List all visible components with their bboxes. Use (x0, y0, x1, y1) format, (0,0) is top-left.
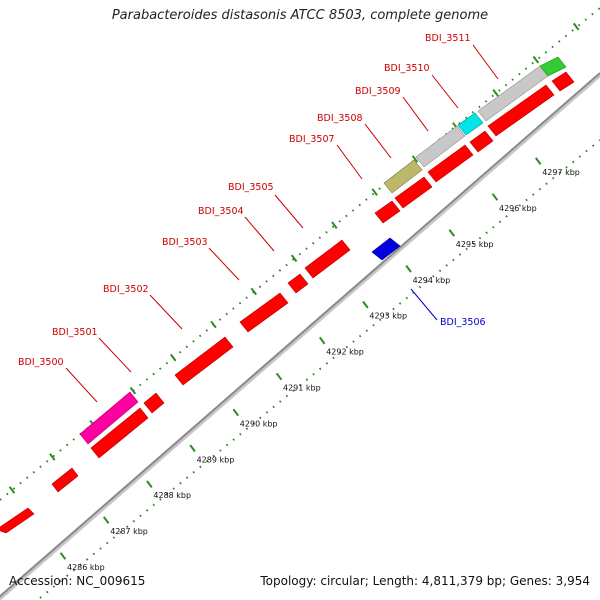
gene-arrow[interactable] (374, 200, 401, 224)
scale-tick (491, 193, 499, 201)
gene-arrow[interactable] (539, 56, 567, 77)
gene-arrow[interactable] (469, 130, 494, 153)
outer-track-tick (331, 221, 338, 229)
gene-label[interactable]: BDI_3502 (103, 284, 149, 295)
gene-arrow[interactable] (239, 292, 289, 333)
leader-line (149, 294, 183, 330)
gene-arrow[interactable] (551, 71, 575, 92)
outer-track-tick (250, 287, 258, 296)
scale-tick-label: 4286 kbp (67, 563, 105, 572)
gene-arrow[interactable] (371, 237, 401, 261)
label-leaders (65, 44, 499, 403)
scale-tick-label: 4294 kbp (413, 276, 451, 285)
scale-tick-labels: 4286 kbp 4287 kbp 4288 kbp 4289 kbp 4290 kbp… (67, 168, 580, 572)
scale-ticks (59, 157, 542, 560)
scale-tick-label: 4292 kbp (326, 348, 364, 357)
gene-arrow[interactable] (287, 273, 309, 294)
gene-labels: BDI_3500 BDI_3501 BDI_3502 BDI_3503 BDI_… (18, 33, 486, 368)
scale-tick (146, 480, 153, 488)
scale-tick-label: 4288 kbp (153, 491, 191, 500)
scale-tick-label: 4295 kbp (456, 240, 494, 249)
scale-tick (448, 229, 456, 237)
outer-track-tick (210, 320, 217, 329)
outer-track-tick (129, 386, 137, 395)
leader-line (274, 194, 304, 229)
gene-arrow[interactable] (143, 392, 165, 414)
genome-summary-text: Topology: circular; Length: 4,811,379 bp… (260, 574, 590, 588)
accession-text: Accession: NC_009615 (9, 574, 146, 588)
outer-track-tick (290, 254, 298, 263)
genome-backbone-shadow (0, 73, 600, 600)
gene-arrow[interactable] (0, 507, 35, 534)
gene-label[interactable]: BDI_3510 (384, 63, 430, 74)
scale-dotted-track (39, 139, 600, 599)
outer-track-tick (49, 453, 56, 461)
scale-tick-label: 4297 kbp (542, 168, 580, 177)
leader-line (244, 216, 275, 252)
gene-arrow[interactable] (383, 159, 423, 194)
gene-label[interactable]: BDI_3507 (289, 134, 335, 145)
gene-label[interactable]: BDI_3504 (198, 206, 244, 217)
outer-track-tick (8, 486, 16, 494)
leader-line (472, 44, 499, 80)
scale-tick (59, 552, 67, 560)
outer-track-tick (532, 55, 540, 64)
scale-tick-label: 4291 kbp (283, 384, 321, 393)
scale-tick (189, 444, 196, 453)
gene-arrow[interactable] (457, 112, 484, 136)
scale-tick-label: 4290 kbp (240, 419, 278, 428)
leader-line (364, 123, 392, 159)
map-title: Parabacteroides distasonis ATCC 8503, co… (111, 8, 489, 23)
outer-track-tick (371, 188, 378, 196)
outer-track-tick (492, 88, 499, 97)
gene-arrow[interactable] (415, 125, 466, 168)
gene-arrow[interactable] (394, 176, 433, 209)
scale-tick-label: 4296 kbp (499, 204, 537, 213)
scale-tick (103, 516, 110, 524)
scale-tick (405, 265, 412, 273)
scale-tick (275, 372, 283, 381)
gene-label[interactable]: BDI_3500 (18, 357, 64, 368)
scale-tick (232, 408, 239, 417)
gene-arrow[interactable] (51, 467, 79, 493)
gene-label[interactable]: BDI_3501 (52, 327, 98, 338)
gene-arrow[interactable] (79, 391, 139, 445)
leader-line (336, 144, 363, 180)
leader-line (65, 367, 98, 403)
leader-line (410, 288, 438, 321)
scale-tick-label: 4293 kbp (369, 312, 407, 321)
gene-label[interactable]: BDI_3505 (228, 182, 274, 193)
scale-tick (318, 336, 326, 345)
leader-line (98, 337, 132, 373)
scale-tick (534, 157, 542, 165)
gene-arrow[interactable] (174, 336, 234, 386)
genes (0, 56, 575, 534)
gene-label[interactable]: BDI_3508 (317, 113, 363, 124)
gene-label[interactable]: BDI_3509 (355, 86, 401, 97)
scale-tick-label: 4287 kbp (110, 527, 148, 536)
gene-arrow[interactable] (90, 407, 149, 459)
outer-track-tick (170, 353, 177, 362)
gene-arrow[interactable] (304, 239, 351, 279)
gene-arrow[interactable] (427, 144, 474, 183)
outer-track-tick (572, 22, 580, 31)
scale-tick (362, 300, 369, 309)
scale-tick-label: 4289 kbp (197, 455, 235, 464)
leader-line (402, 96, 429, 132)
genome-backbone (0, 72, 600, 598)
gene-label[interactable]: BDI_3503 (162, 237, 208, 248)
outer-track-tick (411, 155, 419, 163)
leader-line (431, 74, 459, 109)
leader-line (208, 247, 240, 281)
gene-label[interactable]: BDI_3511 (425, 33, 471, 44)
gene-label[interactable]: BDI_3506 (440, 317, 486, 328)
gene-arrow[interactable] (487, 84, 555, 137)
